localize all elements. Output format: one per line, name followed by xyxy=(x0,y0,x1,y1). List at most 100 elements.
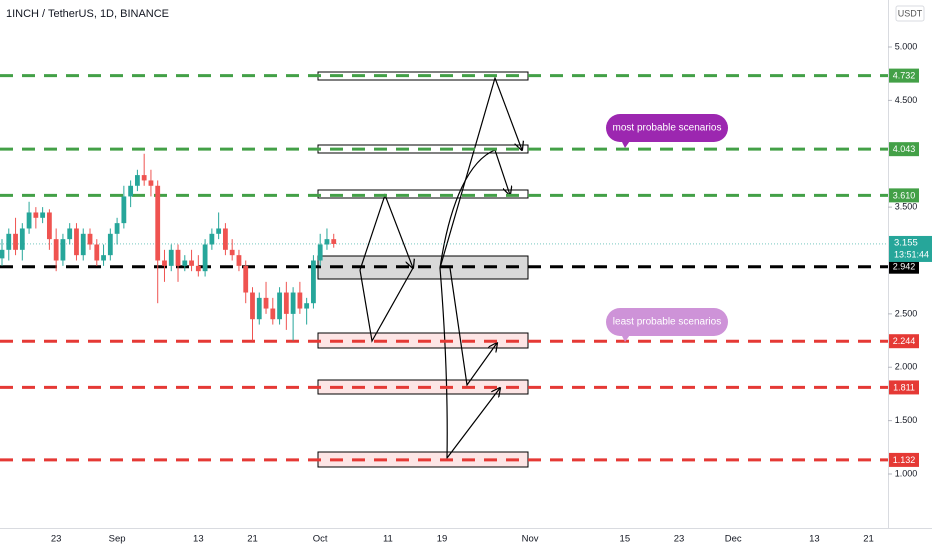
y-tick-label: 1.000 xyxy=(895,468,918,478)
x-tick-label: 19 xyxy=(437,534,448,545)
candle-body xyxy=(168,249,174,266)
currency-box[interactable] xyxy=(895,5,925,22)
x-tick-label: 23 xyxy=(674,534,685,545)
last-price-label: 3.155 xyxy=(894,237,918,248)
candle-body xyxy=(256,297,262,320)
candle-body xyxy=(87,233,93,245)
candle-body xyxy=(114,223,120,234)
chart-title: 1INCH / TetherUS, 1D, BINANCE xyxy=(6,8,169,20)
candle-body xyxy=(209,233,215,245)
y-tick-label: 2.500 xyxy=(895,308,918,318)
candle-body xyxy=(67,228,73,240)
x-tick-label: 11 xyxy=(383,534,393,545)
candle-body xyxy=(121,196,127,224)
callout xyxy=(606,308,728,336)
candle-body xyxy=(277,292,282,320)
candle-body xyxy=(290,292,296,314)
candle-body xyxy=(0,249,5,259)
candle-body xyxy=(128,185,134,197)
candle-body xyxy=(107,233,113,256)
candle-body xyxy=(216,228,222,234)
candle-body xyxy=(263,297,269,309)
candle-body xyxy=(223,228,228,250)
level-label: 2.244 xyxy=(893,336,916,346)
level-label: 4.732 xyxy=(893,70,916,80)
level-label: 2.942 xyxy=(893,262,916,272)
candle-body xyxy=(236,255,242,266)
x-tick-label: 21 xyxy=(247,534,258,545)
candle-body xyxy=(283,292,289,314)
level-label-box xyxy=(889,142,919,157)
x-tick-label: Oct xyxy=(313,534,328,545)
y-tick-label: 3.500 xyxy=(895,202,918,212)
level-label: 1.811 xyxy=(893,382,915,392)
candle-body xyxy=(304,303,310,309)
arrow xyxy=(439,76,522,269)
candle-body xyxy=(202,244,208,272)
candle-body xyxy=(182,260,188,266)
candle-body xyxy=(74,228,79,256)
candle-body xyxy=(46,212,52,240)
level-label-box xyxy=(889,68,919,83)
x-tick-label: Nov xyxy=(522,534,539,545)
level-label-box xyxy=(889,334,919,349)
level-label-box xyxy=(889,188,919,203)
candle-body xyxy=(13,233,18,250)
x-tick-label: 15 xyxy=(620,534,631,545)
x-tick-label: Sep xyxy=(109,534,126,545)
candle-body xyxy=(297,292,303,309)
candle-body xyxy=(270,308,276,320)
candle-body xyxy=(33,212,39,218)
x-tick-label: 23 xyxy=(51,534,62,545)
level-label: 4.043 xyxy=(893,144,916,154)
level-label: 1.132 xyxy=(893,455,916,465)
y-tick-label: 5.000 xyxy=(895,41,918,51)
level-label-box xyxy=(889,380,919,395)
arrow xyxy=(449,267,497,387)
candle-body xyxy=(250,292,255,320)
arrow xyxy=(439,267,500,460)
candle-body xyxy=(311,260,316,304)
arrow xyxy=(359,267,414,343)
candle-body xyxy=(189,260,194,266)
callout xyxy=(606,114,728,142)
candle-body xyxy=(148,180,154,186)
last-price-box xyxy=(889,235,932,262)
candle-body xyxy=(243,265,249,293)
candle-body xyxy=(80,233,86,256)
candle-body xyxy=(6,233,12,250)
candle-body xyxy=(135,175,140,186)
candle-body xyxy=(19,228,25,250)
callout-text: least probable scenarios xyxy=(613,317,721,328)
candle-body xyxy=(53,239,59,261)
countdown-label: 13:51:44 xyxy=(894,249,929,259)
x-tick-label: Dec xyxy=(725,534,742,545)
x-tick-label: 13 xyxy=(193,534,204,545)
currency: USDT xyxy=(898,8,923,18)
level-label-box xyxy=(889,452,919,467)
x-tick-label: 21 xyxy=(863,534,874,545)
level-label: 3.610 xyxy=(893,190,916,200)
candle-body xyxy=(175,249,181,266)
candle-body xyxy=(162,260,167,266)
candle-body xyxy=(155,185,161,261)
candle-body xyxy=(324,239,330,245)
y-tick-label: 2.000 xyxy=(895,362,918,372)
candle-body xyxy=(195,265,201,272)
level-label-box xyxy=(889,259,919,274)
candle-body xyxy=(26,212,32,229)
candles xyxy=(0,153,337,341)
candle-body xyxy=(317,244,323,261)
callout-text: most probable scenarios xyxy=(613,123,722,134)
candle-body xyxy=(331,239,337,244)
candle-body xyxy=(101,255,106,261)
candle-body xyxy=(141,175,147,181)
candle-body xyxy=(229,249,235,256)
candle-body xyxy=(94,244,100,261)
y-tick-label: 4.500 xyxy=(895,95,918,105)
candle-body xyxy=(60,239,66,261)
y-tick-label: 1.500 xyxy=(895,415,918,425)
x-tick-label: 13 xyxy=(809,534,820,545)
